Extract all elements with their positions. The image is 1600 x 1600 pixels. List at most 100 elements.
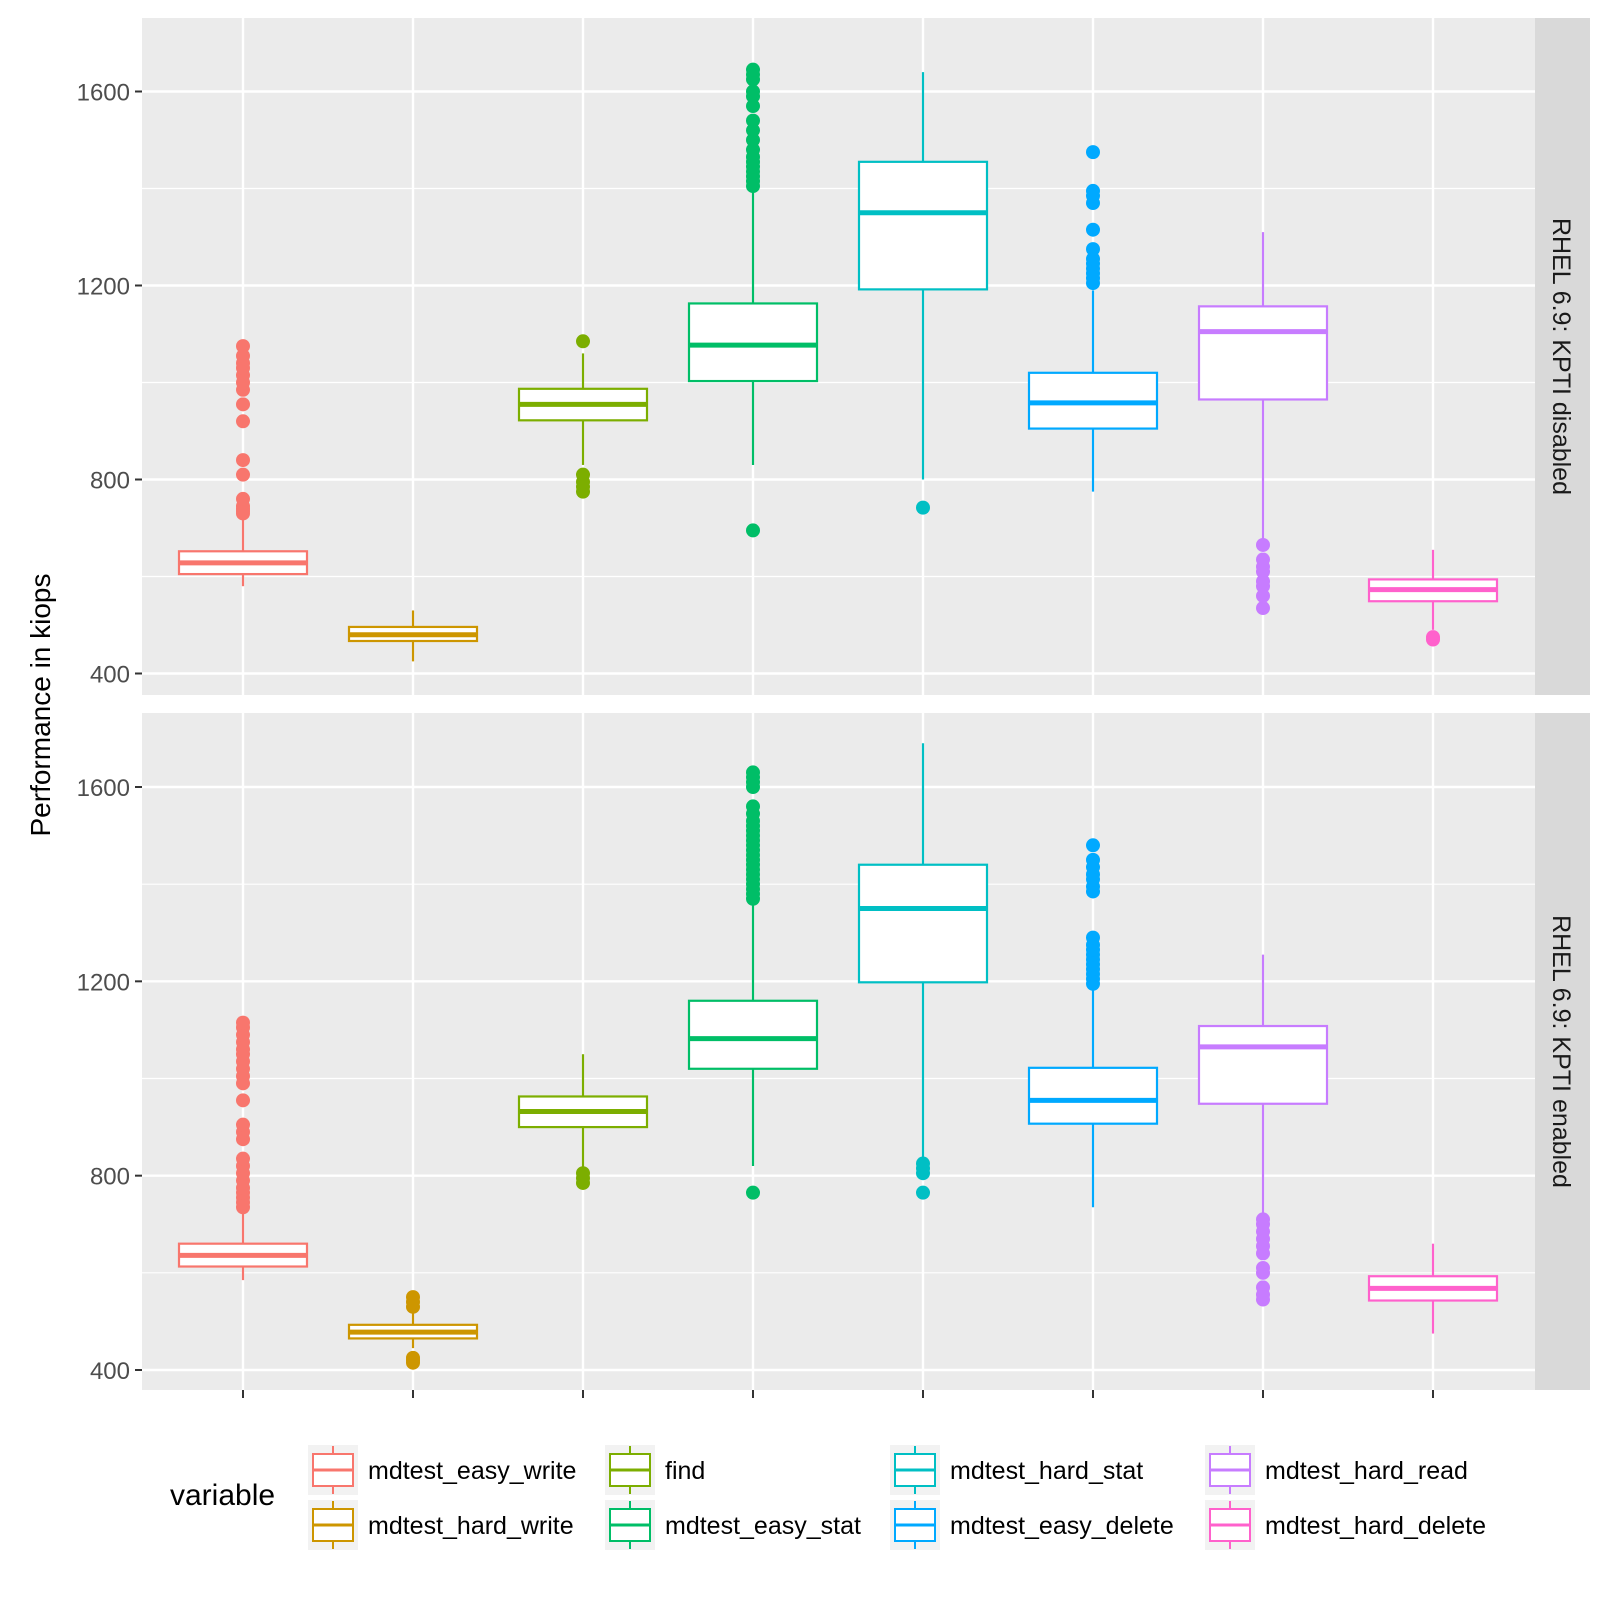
outlier-point [1256, 1280, 1270, 1295]
outlier-point [916, 1185, 930, 1200]
box-mdtest_hard_write [347, 610, 479, 662]
box-iqr [687, 302, 819, 383]
outlier-point [746, 113, 760, 128]
y-tick-label: 800 [90, 468, 130, 495]
box-iqr [1027, 1066, 1159, 1125]
box-mdtest_hard_delete [1367, 1243, 1499, 1334]
facet-label: RHEL 6.9: KPTI enabled [1547, 915, 1575, 1188]
outlier-point [576, 467, 590, 482]
facet-strip [1535, 713, 1590, 1390]
legend-label: find [665, 1457, 705, 1485]
outlier-point [1086, 838, 1100, 853]
outlier-point [1256, 588, 1270, 603]
box-iqr [857, 863, 989, 984]
box-find [517, 1054, 649, 1190]
legend-label: mdtest_hard_write [368, 1512, 574, 1540]
outlier-point [576, 334, 590, 349]
outlier-point [236, 1117, 250, 1132]
box-mdtest_easy_delete [1027, 838, 1159, 1208]
outlier-point [746, 1185, 760, 1200]
outlier-point [236, 1015, 250, 1030]
box-mdtest_hard_stat [857, 743, 989, 1200]
outlier-point [746, 142, 760, 157]
y-tick-label: 400 [90, 662, 130, 689]
outlier-point [1256, 552, 1270, 567]
legend-label: mdtest_hard_read [1265, 1457, 1468, 1485]
y-tick-label: 1600 [77, 775, 130, 802]
outlier-point [236, 397, 250, 412]
outlier-point [916, 500, 930, 515]
box-iqr [1197, 1024, 1329, 1105]
outlier-point [746, 62, 760, 77]
box-mdtest_hard_read [1197, 954, 1329, 1307]
y-tick-label: 800 [90, 1164, 130, 1191]
outlier-point [1086, 222, 1100, 237]
box-mdtest_hard_delete [1367, 549, 1499, 647]
outlier-point [236, 491, 250, 506]
y-tick-label: 1200 [77, 969, 130, 996]
facet-strip [1535, 18, 1590, 695]
box-mdtest_easy_write [177, 1015, 309, 1281]
legend-label: mdtest_easy_delete [950, 1512, 1174, 1540]
outlier-point [1086, 145, 1100, 160]
legend-item-find: find [605, 1445, 705, 1495]
outlier-point [236, 348, 250, 363]
outlier-point [746, 123, 760, 138]
outlier-point [746, 799, 760, 814]
outlier-point [236, 414, 250, 429]
outlier-point [1256, 1260, 1270, 1275]
outlier-point [916, 1156, 930, 1171]
legend-item-mdtest_hard_read: mdtest_hard_read [1205, 1445, 1468, 1495]
outlier-point [1256, 601, 1270, 616]
outlier-point [1426, 630, 1440, 645]
y-tick-label: 1200 [77, 274, 130, 301]
legend-item-mdtest_easy_delete: mdtest_easy_delete [890, 1500, 1174, 1550]
box-mdtest_hard_stat [857, 72, 989, 515]
outlier-point [1086, 242, 1100, 257]
legend-label: mdtest_easy_stat [665, 1512, 861, 1540]
outlier-point [746, 133, 760, 147]
outlier-point [406, 1290, 420, 1305]
legend-title: variable [170, 1479, 275, 1512]
outlier-point [236, 1093, 250, 1108]
legend-item-mdtest_easy_stat: mdtest_easy_stat [605, 1500, 861, 1550]
legend-label: mdtest_easy_write [368, 1457, 576, 1485]
outlier-point [1086, 930, 1100, 945]
box-find [517, 334, 649, 499]
outlier-point [236, 1151, 250, 1166]
legend-item-mdtest_hard_delete: mdtest_hard_delete [1205, 1500, 1486, 1550]
outlier-point [746, 765, 760, 780]
facet-label: RHEL 6.9: KPTI disabled [1547, 218, 1575, 495]
outlier-point [1086, 183, 1100, 198]
y-axis-label: Performance in kiops [25, 573, 56, 836]
outlier-point [746, 523, 760, 538]
panel-1: 400 800 1200 1600 RHEL 6.9: KPTI disabled [77, 18, 1590, 695]
outlier-point [576, 1166, 590, 1181]
box-mdtest_easy_stat [687, 765, 819, 1200]
outlier-point [406, 1350, 420, 1365]
outlier-point [746, 99, 760, 114]
legend: variable mdtest_easy_write mdtest_hard_wr… [170, 1445, 1486, 1550]
outlier-point [236, 467, 250, 482]
legend-label: mdtest_hard_stat [950, 1457, 1143, 1485]
box-iqr [1197, 305, 1329, 401]
legend-item-mdtest_hard_stat: mdtest_hard_stat [890, 1445, 1143, 1495]
legend-item-mdtest_easy_write: mdtest_easy_write [308, 1445, 576, 1495]
legend-item-mdtest_hard_write: mdtest_hard_write [308, 1500, 574, 1550]
outlier-point [236, 453, 250, 468]
box-mdtest_hard_write [347, 1290, 479, 1370]
outlier-point [1256, 537, 1270, 552]
legend-label: mdtest_hard_delete [1265, 1512, 1486, 1540]
box-mdtest_hard_read [1197, 232, 1329, 616]
y-tick-label: 1600 [77, 80, 130, 107]
y-tick-label: 400 [90, 1358, 130, 1385]
box-mdtest_easy_stat [687, 62, 819, 538]
outlier-point [1086, 251, 1100, 266]
outlier-point [1086, 852, 1100, 867]
outlier-point [236, 339, 250, 354]
box-mdtest_easy_delete [1027, 145, 1159, 492]
outlier-point [1256, 574, 1270, 589]
box-iqr [687, 999, 819, 1070]
